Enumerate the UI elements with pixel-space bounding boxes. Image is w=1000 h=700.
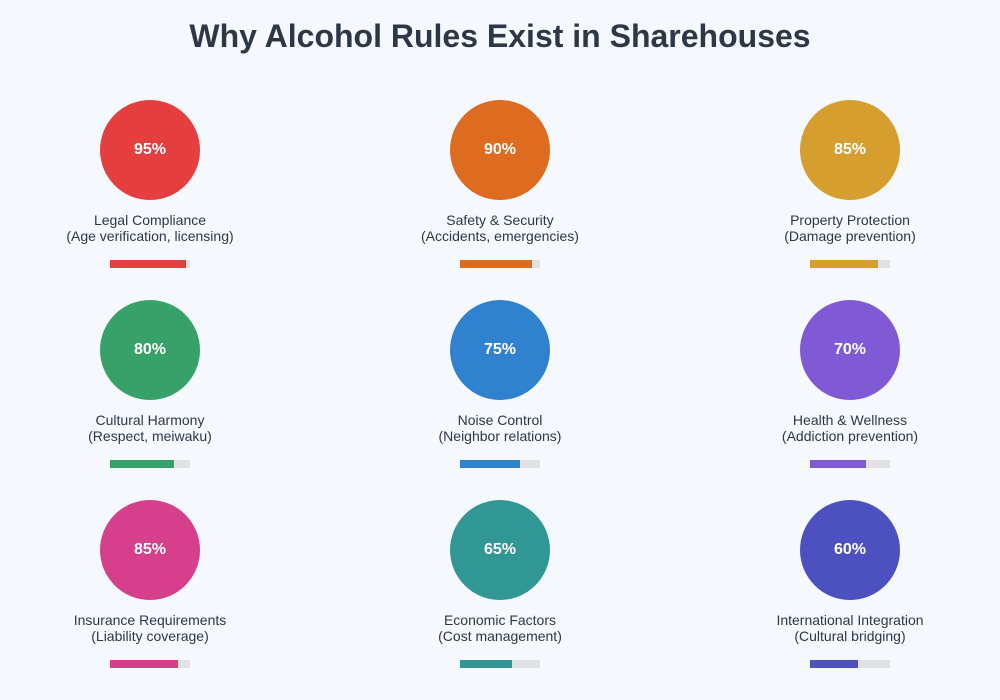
reason-detail: (Liability coverage) [91, 628, 209, 644]
reason-card-8: 65% Economic Factors (Cost management) [350, 500, 650, 700]
progress-bar-track [460, 460, 540, 468]
reason-name: Insurance Requirements [73, 612, 227, 628]
percentage-circle: 65% [450, 500, 550, 600]
percentage-value: 60% [833, 541, 867, 558]
reason-detail: (Neighbor relations) [438, 428, 562, 444]
reason-label: Health & Wellness (Addiction prevention) [700, 412, 1000, 444]
progress-bar-fill [110, 660, 178, 668]
reason-label: Property Protection (Damage prevention) [700, 212, 1000, 244]
reason-card-3: 85% Property Protection (Damage preventi… [700, 100, 1000, 300]
progress-bar-track [810, 660, 890, 668]
progress-bar-fill [460, 260, 532, 268]
reason-detail: (Age verification, licensing) [66, 228, 234, 244]
progress-bar-track [460, 660, 540, 668]
progress-bar-fill [810, 660, 858, 668]
reason-card-9: 60% International Integration (Cultural … [700, 500, 1000, 700]
percentage-value: 85% [133, 541, 167, 558]
reason-detail: (Accidents, emergencies) [421, 228, 579, 244]
percentage-value: 80% [133, 341, 167, 358]
progress-bar-track [110, 260, 190, 268]
reason-detail: (Cultural bridging) [794, 628, 906, 644]
page-title: Why Alcohol Rules Exist in Sharehouses [189, 18, 811, 54]
reason-card-4: 80% Cultural Harmony (Respect, meiwaku) [0, 300, 300, 500]
reason-card-2: 90% Safety & Security (Accidents, emerge… [350, 100, 650, 300]
reason-detail: (Cost management) [438, 628, 562, 644]
percentage-circle: 70% [800, 300, 900, 400]
reason-label: International Integration (Cultural brid… [700, 612, 1000, 644]
percentage-circle: 90% [450, 100, 550, 200]
progress-bar-track [810, 260, 890, 268]
progress-bar-track [810, 460, 890, 468]
percentage-circle: 60% [800, 500, 900, 600]
reason-label: Cultural Harmony (Respect, meiwaku) [0, 412, 300, 444]
reason-name: Legal Compliance [93, 212, 207, 228]
percentage-value: 90% [483, 141, 517, 158]
reason-detail: (Damage prevention) [784, 228, 916, 244]
percentage-circle: 85% [100, 500, 200, 600]
reason-name: Property Protection [790, 212, 910, 228]
reason-card-7: 85% Insurance Requirements (Liability co… [0, 500, 300, 700]
progress-bar-track [110, 660, 190, 668]
reason-label: Economic Factors (Cost management) [350, 612, 650, 644]
reason-card-6: 70% Health & Wellness (Addiction prevent… [700, 300, 1000, 500]
progress-bar-fill [110, 460, 174, 468]
progress-bar-track [110, 460, 190, 468]
reason-name: Safety & Security [446, 212, 554, 228]
percentage-value: 70% [833, 341, 867, 358]
reason-card-1: 95% Legal Compliance (Age verification, … [0, 100, 300, 300]
reason-card-5: 75% Noise Control (Neighbor relations) [350, 300, 650, 500]
percentage-circle: 95% [100, 100, 200, 200]
reason-label: Insurance Requirements (Liability covera… [0, 612, 300, 644]
reason-name: International Integration [776, 612, 924, 628]
progress-bar-fill [460, 660, 512, 668]
percentage-value: 85% [833, 141, 867, 158]
reason-name: Noise Control [457, 412, 543, 428]
percentage-circle: 75% [450, 300, 550, 400]
progress-bar-fill [110, 260, 186, 268]
percentage-circle: 80% [100, 300, 200, 400]
percentage-circle: 85% [800, 100, 900, 200]
reason-name: Health & Wellness [792, 412, 908, 428]
reason-name: Economic Factors [443, 612, 557, 628]
percentage-value: 65% [483, 541, 517, 558]
reason-detail: (Respect, meiwaku) [88, 428, 212, 444]
reason-label: Legal Compliance (Age verification, lice… [0, 212, 300, 244]
reason-label: Noise Control (Neighbor relations) [350, 412, 650, 444]
reason-detail: (Addiction prevention) [781, 428, 919, 444]
progress-bar-fill [460, 460, 520, 468]
progress-bar-track [460, 260, 540, 268]
progress-bar-fill [810, 260, 878, 268]
reason-name: Cultural Harmony [95, 412, 205, 428]
progress-bar-fill [810, 460, 866, 468]
percentage-value: 75% [483, 341, 517, 358]
percentage-value: 95% [133, 141, 167, 158]
reason-label: Safety & Security (Accidents, emergencie… [350, 212, 650, 244]
